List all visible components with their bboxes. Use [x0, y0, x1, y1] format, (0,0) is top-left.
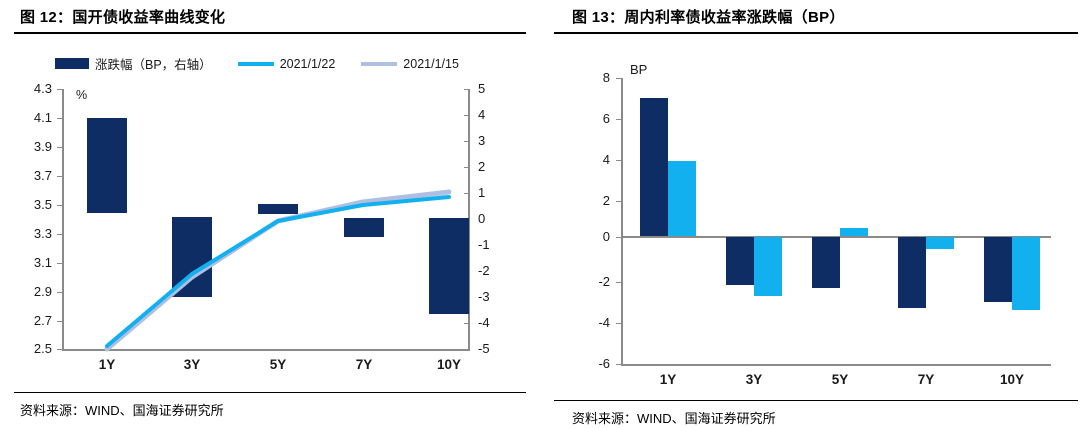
y-tick-label: 2: [602, 193, 610, 208]
y-tick-label: -6: [598, 356, 610, 371]
y-tick-label: 2.5: [33, 341, 52, 356]
y-tick-label: -2: [598, 274, 610, 289]
figure-12-source: 资料来源：WIND、国海证券研究所: [20, 403, 224, 418]
y2-tick-label: 2: [478, 159, 486, 174]
figure-13-title: 图 13：周内利率债收益率涨跌幅（BP）: [572, 9, 845, 26]
x-tick-label: 1Y: [659, 372, 677, 387]
y-axis-unit-label: %: [76, 88, 88, 102]
y-tick-label: 6: [602, 111, 610, 126]
y-axis-left-line: [62, 89, 64, 350]
bar-govbond-5y: [812, 237, 840, 288]
figure-12-plot: % 4.3 4.1 3.9 3.7 3.5 3.3 3.1 2.9 2.7 2.…: [0, 0, 540, 392]
line-2021-01-15: [104, 189, 452, 352]
y-tick-label: 3.1: [33, 255, 52, 270]
bar-govbond-10y: [984, 237, 1012, 302]
figure-13-panel: 图 13：周内利率债收益率涨跌幅（BP） 国债 国开债 BP: [540, 0, 1080, 428]
y-tick-label: 4.3: [33, 81, 52, 96]
x-tick-label: 7Y: [355, 357, 373, 372]
x-tick-label: 10Y: [999, 372, 1025, 387]
legend-item-2021-01-22: 2021/1/22: [237, 56, 336, 71]
footer-divider: [14, 392, 526, 393]
x-tick-label: 7Y: [917, 372, 935, 387]
bar-change-10y: [429, 218, 469, 314]
y-axis-line: [621, 78, 623, 364]
bar-cdb-1y: [668, 161, 696, 236]
bar-change-1y: [87, 118, 127, 213]
legend-item-change: 涨跌幅（BP，右轴）: [55, 54, 212, 73]
x-axis-line: [62, 349, 470, 351]
y-tick-label: 3.3: [33, 226, 52, 241]
y2-tick-label: -5: [478, 341, 490, 356]
y2-tick-label: 0: [478, 211, 486, 226]
y2-tick-label: 3: [478, 133, 486, 148]
y-tick-label: 3.5: [33, 197, 52, 212]
bar-govbond-3y: [726, 237, 754, 285]
x-axis-line: [621, 364, 1051, 366]
x-tick-label: 3Y: [183, 357, 201, 372]
y-tick-label: 4.1: [33, 110, 52, 125]
line-2021-01-22: [105, 195, 451, 348]
y-tick-label: 3.9: [33, 139, 52, 154]
legend-label-change: 涨跌幅（BP，右轴）: [95, 58, 212, 72]
x-tick-label: 5Y: [831, 372, 849, 387]
y2-tick-label: 5: [478, 81, 486, 96]
x-tick-label: 1Y: [98, 357, 116, 372]
bar-cdb-10y: [1012, 237, 1040, 310]
line-swatch-icon: [361, 61, 398, 66]
figure-13-plot: BP 8 6 4 2 0 -2 -4 -6: [540, 0, 1080, 392]
bar-govbond-1y: [640, 98, 668, 236]
y-tick-label: 3.7: [33, 168, 52, 183]
legend-label-2021-01-22: 2021/1/22: [279, 56, 336, 71]
figure-12-title: 图 12：国开债收益率曲线变化: [20, 9, 226, 26]
x-tick-label: 10Y: [436, 357, 462, 372]
y2-tick-label: -1: [478, 237, 490, 252]
x-tick-label: 3Y: [745, 372, 763, 387]
yield-curve-lines: [104, 189, 452, 352]
y2-tick-label: -2: [478, 263, 490, 278]
bar-govbond-7y: [898, 237, 926, 308]
footer-divider: [554, 400, 1078, 401]
bar-cdb-3y: [754, 237, 782, 296]
bar-change-5y: [258, 204, 298, 214]
title-divider: [14, 32, 526, 34]
y-tick-label: 0: [602, 229, 610, 244]
legend-label-2021-01-15: 2021/1/15: [403, 56, 459, 71]
y-tick-label: -4: [598, 315, 610, 330]
bar-cdb-5y: [840, 228, 868, 236]
line-swatch-icon: [237, 61, 274, 66]
figure-12-legend: 涨跌幅（BP，右轴） 2021/1/22 2021/1/15: [55, 54, 459, 73]
y-axis-unit-label: BP: [630, 62, 648, 77]
title-divider: [554, 32, 1078, 34]
bar-cdb-7y: [926, 237, 954, 249]
y2-tick-label: -3: [478, 289, 490, 304]
legend-item-2021-01-15: 2021/1/15: [361, 57, 459, 71]
y2-tick-label: 1: [478, 185, 486, 200]
figure-12-panel: 图 12：国开债收益率曲线变化 涨跌幅（BP，右轴） 2021/1/22 202…: [0, 0, 540, 418]
bar-swatch-icon: [55, 58, 89, 69]
y2-tick-label: 4: [478, 107, 486, 122]
y-tick-label: 8: [602, 70, 610, 85]
x-tick-label: 5Y: [269, 357, 287, 372]
y-tick-label: 4: [602, 152, 610, 167]
y2-tick-label: -4: [478, 315, 490, 330]
zero-line: [621, 236, 1051, 238]
figure-13-source: 资料来源：WIND、国海证券研究所: [572, 411, 776, 426]
bar-change-7y: [344, 218, 384, 237]
y-tick-label: 2.7: [33, 313, 52, 328]
y-tick-label: 2.9: [33, 284, 52, 299]
